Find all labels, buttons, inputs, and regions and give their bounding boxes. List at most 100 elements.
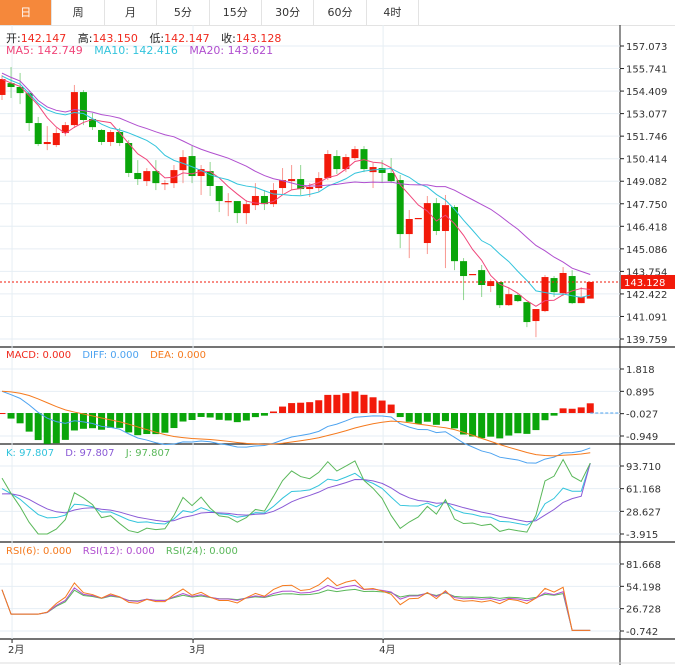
candle-body	[224, 201, 232, 203]
macd-bar	[215, 413, 223, 420]
date-label: 3月	[189, 644, 205, 656]
tab-4hour[interactable]: 4时	[367, 0, 420, 25]
diff-value: DIFF: 0.000	[82, 350, 139, 361]
candle-body	[79, 92, 87, 121]
d-value: D: 97.807	[65, 448, 115, 459]
candle	[89, 113, 96, 130]
candle	[550, 276, 558, 298]
candle	[152, 160, 160, 191]
low-value: 142.147	[164, 32, 210, 45]
macd-bar	[306, 402, 314, 414]
macd-bar	[315, 400, 323, 414]
candle-body	[378, 168, 386, 173]
price-tick-label: 151.746	[626, 132, 667, 143]
candle	[577, 287, 585, 304]
candle	[161, 180, 169, 191]
j-value: J: 97.807	[125, 448, 171, 459]
price-tick-label: 143.754	[626, 267, 667, 278]
last-price-tag	[621, 274, 675, 289]
dea-line	[1, 390, 591, 457]
candle	[224, 193, 232, 217]
candle-body	[279, 180, 287, 189]
candle	[43, 126, 51, 151]
candle-body	[134, 172, 142, 180]
candle-body	[541, 277, 549, 312]
macd-bar	[333, 394, 341, 414]
candle-body	[396, 180, 404, 235]
candle-body	[89, 118, 96, 128]
candle-body	[333, 156, 341, 170]
high-label: 高:	[77, 32, 93, 45]
candle	[16, 72, 24, 105]
candle	[387, 158, 395, 184]
open-value: 142.147	[20, 32, 67, 45]
price-tick-label: 142.422	[626, 290, 667, 301]
candle	[396, 175, 404, 249]
candle-body	[432, 203, 440, 232]
macd-bar	[432, 413, 440, 425]
macd-bar	[224, 413, 232, 421]
candle-body	[260, 195, 268, 205]
tab-60min[interactable]: 60分	[314, 0, 367, 25]
candle-body	[188, 156, 196, 177]
candle-body	[460, 261, 468, 277]
candle	[451, 205, 458, 271]
price-tick-label: 149.082	[626, 177, 667, 188]
candle	[260, 190, 268, 211]
price-tick-label: 145.086	[626, 245, 667, 256]
candle-body	[478, 270, 486, 285]
tab-5min[interactable]: 5分	[157, 0, 210, 25]
macd-bar	[89, 413, 96, 429]
d-line	[1, 463, 591, 523]
candle	[143, 168, 151, 187]
macd-bar	[125, 413, 133, 433]
macd-value: MACD: 0.000	[6, 350, 72, 361]
candle-body	[469, 273, 477, 276]
candle	[378, 160, 386, 184]
candle-body	[441, 205, 449, 232]
macd-bar	[324, 394, 332, 414]
tab-day[interactable]: 日	[0, 0, 53, 25]
macd-bar	[152, 413, 160, 435]
price-tick-label: 139.759	[626, 335, 667, 346]
candle-body	[242, 204, 250, 214]
date-label: 2月	[8, 644, 24, 656]
candle	[568, 270, 576, 305]
tab-month[interactable]: 月	[105, 0, 158, 25]
macd-tick-label: -0.949	[626, 432, 658, 443]
candle	[79, 90, 87, 126]
tab-30min[interactable]: 30分	[262, 0, 315, 25]
candle	[496, 282, 504, 309]
candle	[541, 275, 549, 313]
rsi6-value: RSI(6): 0.000	[6, 546, 72, 557]
macd-bar	[206, 413, 214, 418]
macd-bar	[478, 413, 486, 439]
candle-body	[342, 157, 350, 170]
close-label: 收:	[221, 32, 236, 45]
macd-bar	[134, 413, 142, 436]
macd-bar	[541, 413, 549, 421]
macd-bar	[251, 413, 259, 418]
candle	[460, 258, 468, 301]
candle-body	[487, 281, 495, 287]
macd-bar	[469, 413, 477, 437]
candle	[324, 150, 332, 181]
macd-bar	[170, 413, 178, 429]
candle	[487, 279, 495, 293]
candle	[206, 161, 214, 196]
macd-bar	[351, 391, 359, 414]
tab-15min[interactable]: 15分	[210, 0, 262, 25]
macd-bar	[414, 413, 422, 424]
macd-legend: MACD: 0.000 DIFF: 0.000 DEA: 0.000	[6, 350, 206, 361]
macd-bar	[405, 413, 413, 422]
close-value: 143.128	[235, 32, 282, 45]
candle	[288, 165, 296, 191]
tab-week[interactable]: 周	[52, 0, 105, 25]
macd-bar	[559, 408, 567, 414]
ma5-line	[1, 78, 591, 307]
macd-bar	[288, 403, 296, 414]
candle	[170, 165, 178, 189]
candle	[98, 128, 106, 146]
candle	[34, 116, 42, 147]
